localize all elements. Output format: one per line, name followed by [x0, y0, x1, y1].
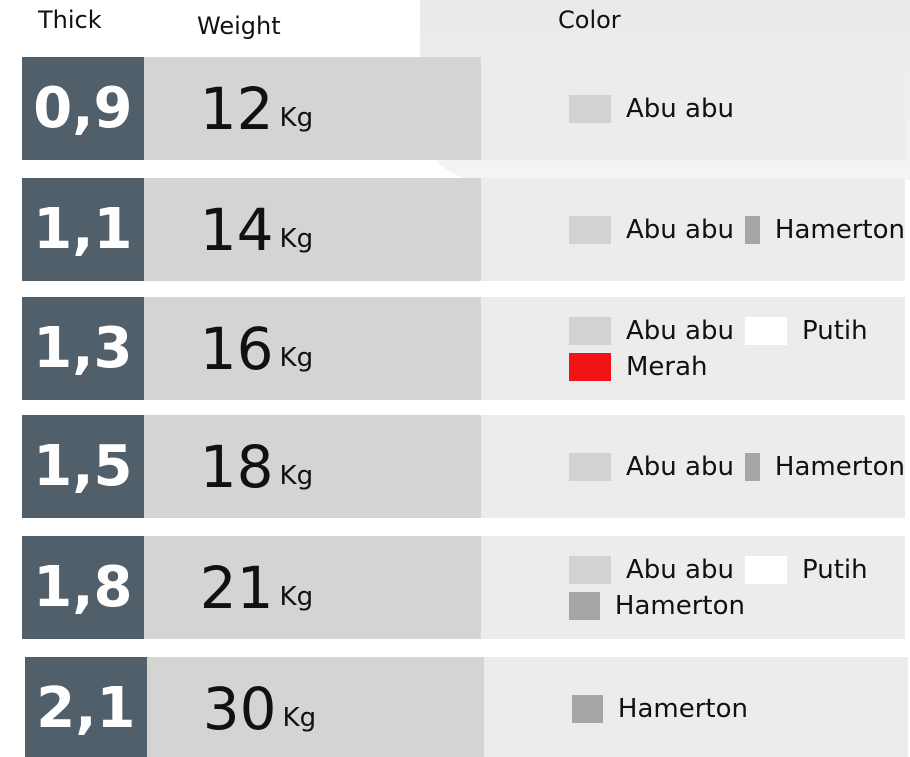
thick-cell: 1,3: [22, 297, 144, 400]
color-swatch: [569, 95, 611, 123]
color-item: Abu abu: [569, 215, 745, 245]
color-name: Abu abu: [626, 555, 734, 585]
color-swatch: [745, 317, 787, 345]
weight-unit: Kg: [280, 103, 314, 133]
weight-value: 21: [200, 554, 274, 622]
color-name: Hamerton: [615, 591, 745, 621]
color-list: Abu abu Putih Merah: [569, 316, 905, 382]
weight-unit: Kg: [280, 224, 314, 254]
weight-unit: Kg: [280, 343, 314, 373]
header-color: Color: [558, 6, 621, 34]
color-item: Hamerton: [569, 591, 745, 621]
color-swatch: [569, 317, 611, 345]
color-name: Hamerton: [775, 215, 905, 245]
color-cell: Abu abu Putih Merah: [481, 297, 905, 400]
color-name: Hamerton: [775, 452, 905, 482]
color-cell: Abu abu Hamerton: [481, 178, 905, 281]
header-weight: Weight: [197, 12, 281, 40]
color-item: Abu abu: [569, 555, 745, 585]
color-name: Putih: [802, 555, 868, 585]
color-swatch: [745, 216, 760, 244]
color-item: Hamerton: [745, 215, 905, 245]
color-item: Abu abu: [569, 94, 745, 124]
color-item: Hamerton: [745, 452, 905, 482]
color-swatch: [572, 695, 603, 723]
thick-cell: 2,1: [25, 657, 147, 757]
color-item: Abu abu: [569, 452, 745, 482]
color-swatch: [569, 216, 611, 244]
color-swatch: [569, 592, 600, 620]
color-list: Hamerton: [572, 694, 908, 724]
weight-value: 16: [200, 315, 274, 383]
color-name: Abu abu: [626, 452, 734, 482]
page: Thick Weight Color 0,912KgAbu abu1,114Kg…: [0, 0, 910, 757]
weight-unit: Kg: [283, 703, 317, 733]
weight-value: 30: [203, 675, 277, 743]
color-item: Abu abu: [569, 316, 745, 346]
color-item: Merah: [569, 352, 745, 382]
weight-value: 14: [200, 196, 274, 264]
color-name: Abu abu: [626, 316, 734, 346]
color-list: Abu abu: [569, 94, 905, 124]
weight-value: 18: [200, 433, 274, 501]
color-cell: Abu abu Hamerton: [481, 415, 905, 518]
color-cell: Abu abu: [481, 57, 905, 160]
color-name: Putih: [802, 316, 868, 346]
header-thick: Thick: [38, 6, 102, 34]
color-cell: Hamerton: [484, 657, 908, 757]
color-list: Abu abu Putih Hamerton: [569, 555, 905, 621]
weight-unit: Kg: [280, 582, 314, 612]
thick-cell: 1,1: [22, 178, 144, 281]
color-swatch: [569, 353, 611, 381]
color-swatch: [569, 556, 611, 584]
color-item: Hamerton: [572, 694, 748, 724]
color-list: Abu abu Hamerton: [569, 215, 905, 245]
color-swatch: [745, 556, 787, 584]
color-swatch: [569, 453, 611, 481]
thick-cell: 0,9: [22, 57, 144, 160]
color-item: Putih: [745, 316, 905, 346]
color-item: Putih: [745, 555, 905, 585]
color-name: Abu abu: [626, 215, 734, 245]
color-cell: Abu abu Putih Hamerton: [481, 536, 905, 639]
color-name: Merah: [626, 352, 708, 382]
thick-cell: 1,8: [22, 536, 144, 639]
thick-cell: 1,5: [22, 415, 144, 518]
color-name: Abu abu: [626, 94, 734, 124]
weight-unit: Kg: [280, 461, 314, 491]
weight-value: 12: [200, 75, 274, 143]
color-swatch: [745, 453, 760, 481]
color-name: Hamerton: [618, 694, 748, 724]
color-list: Abu abu Hamerton: [569, 452, 905, 482]
